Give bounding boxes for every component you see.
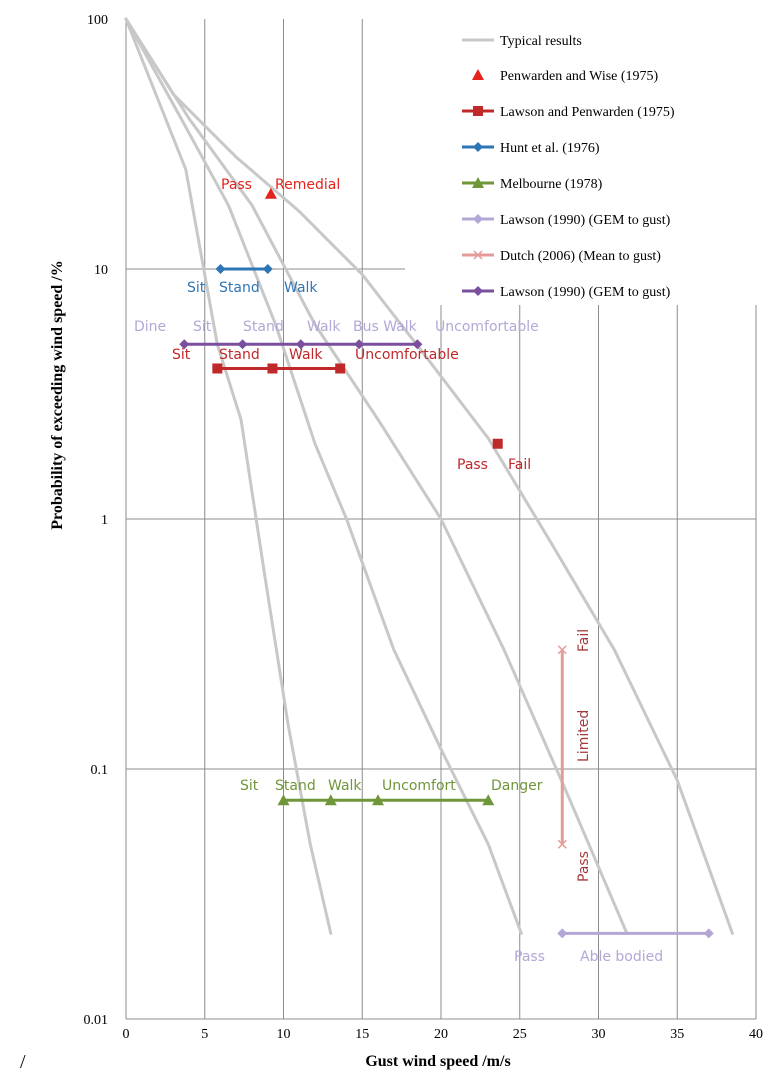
series-marker <box>372 794 384 806</box>
series-marker <box>324 794 337 806</box>
corner-mark: / <box>20 1051 26 1073</box>
annotation-label: Stand <box>275 778 316 794</box>
x-tick-label: 10 <box>277 1027 291 1042</box>
legend-marker <box>473 250 483 260</box>
x-axis-ticks: 0 5 10 15 20 25 30 35 40 <box>123 1027 763 1042</box>
annotation-label: Uncomfortable <box>435 319 539 335</box>
legend-marker <box>473 286 483 296</box>
annotation-label: Stand <box>219 280 260 296</box>
x-tick-label: 40 <box>749 1027 763 1042</box>
x-tick-label: 5 <box>201 1027 208 1042</box>
y-tick-label: 0.01 <box>84 1013 109 1028</box>
annotation-label: Dine <box>134 319 166 335</box>
annotation-label: Walk <box>284 280 318 296</box>
annotation-label: Danger <box>491 778 543 794</box>
series-marker <box>557 645 567 655</box>
typical-results-curve <box>124 17 523 935</box>
legend-entry: Penwarden and Wise (1975) <box>500 69 659 84</box>
series-marker <box>212 363 223 374</box>
y-axis-ticks: 0.01 0.1 1 10 100 <box>84 13 109 1028</box>
legend-marker <box>472 177 484 188</box>
legend: Typical results Penwarden and Wise (1975)… <box>462 34 675 300</box>
annotation-label: Fail <box>508 457 531 473</box>
annotation-label: Uncomfortable <box>355 347 459 363</box>
y-tick-label: 1 <box>101 513 108 528</box>
series-marker <box>557 928 568 939</box>
x-tick-label: 15 <box>355 1027 369 1042</box>
series-marker <box>412 339 423 350</box>
legend-entry: Typical results <box>500 34 582 49</box>
series-marker <box>262 264 273 274</box>
annotation-label: Pass <box>221 177 252 193</box>
series-marker <box>237 339 248 350</box>
series-marker <box>354 339 365 350</box>
x-tick-label: 35 <box>670 1027 684 1042</box>
y-tick-label: 0.1 <box>91 763 109 778</box>
legend-marker <box>473 142 483 152</box>
annotation-label: Walk <box>289 347 323 363</box>
series-marker <box>215 264 226 274</box>
annotation-label: Walk <box>328 778 362 794</box>
annotation-label: Uncomfort <box>382 778 456 794</box>
series-marker <box>264 187 277 199</box>
series-marker <box>557 839 567 849</box>
annotation-label: Pass <box>514 949 545 965</box>
typical-results-curve <box>124 17 734 935</box>
series-marker <box>482 794 495 806</box>
annotation-label: Bus Walk <box>353 319 418 335</box>
legend-marker <box>473 214 483 224</box>
legend-marker <box>472 69 484 80</box>
series-marker <box>267 363 278 374</box>
series-marker <box>277 794 290 806</box>
typical-results-curve <box>124 17 629 935</box>
annotation-label: Sit <box>240 778 259 794</box>
annotation-label: Sit <box>193 319 212 335</box>
annotation-label: Sit <box>187 280 206 296</box>
series-marker <box>703 928 714 939</box>
annotation-label: Stand <box>243 319 284 335</box>
annotation-label: Pass <box>576 851 592 882</box>
series-marker <box>295 339 306 350</box>
legend-entry: Lawson (1990) (GEM to gust) <box>500 213 671 228</box>
legend-marker <box>473 106 483 116</box>
annotation-label: Remedial <box>275 177 340 193</box>
annotation-label: Fail <box>576 629 592 652</box>
criteria-series <box>179 187 714 939</box>
x-tick-label: 30 <box>592 1027 606 1042</box>
annotation-label: Walk <box>307 319 341 335</box>
annotation-label: Able bodied <box>580 949 663 965</box>
series-marker <box>179 339 190 350</box>
y-axis-title: Probability of exceeding wind speed /% <box>49 260 66 530</box>
legend-entry: Lawson and Penwarden (1975) <box>500 105 675 120</box>
series-marker <box>335 363 346 374</box>
annotation-label: Sit <box>172 347 191 363</box>
legend-entry: Melbourne (1978) <box>500 177 603 192</box>
y-tick-label: 100 <box>87 13 108 28</box>
typical-results-curves <box>124 17 734 935</box>
x-tick-label: 0 <box>123 1027 130 1042</box>
criteria-annotations: Pass Remedial Sit Stand Walk Dine Sit Stand Walk… <box>134 177 663 965</box>
x-tick-label: 20 <box>434 1027 448 1042</box>
grid <box>125 19 757 1020</box>
annotation-label: Stand <box>219 347 260 363</box>
legend-entry: Lawson (1990) (GEM to gust) <box>500 285 671 300</box>
legend-entry: Hunt et al. (1976) <box>500 141 600 156</box>
annotation-label: Limited <box>576 710 592 762</box>
annotation-label: Pass <box>457 457 488 473</box>
legend-entry: Dutch (2006) (Mean to gust) <box>500 249 661 264</box>
x-tick-label: 25 <box>513 1027 527 1042</box>
typical-results-curve <box>124 17 333 935</box>
series-marker <box>492 438 503 449</box>
x-axis-title: Gust wind speed /m/s <box>365 1053 510 1070</box>
y-tick-label: 10 <box>94 263 108 278</box>
